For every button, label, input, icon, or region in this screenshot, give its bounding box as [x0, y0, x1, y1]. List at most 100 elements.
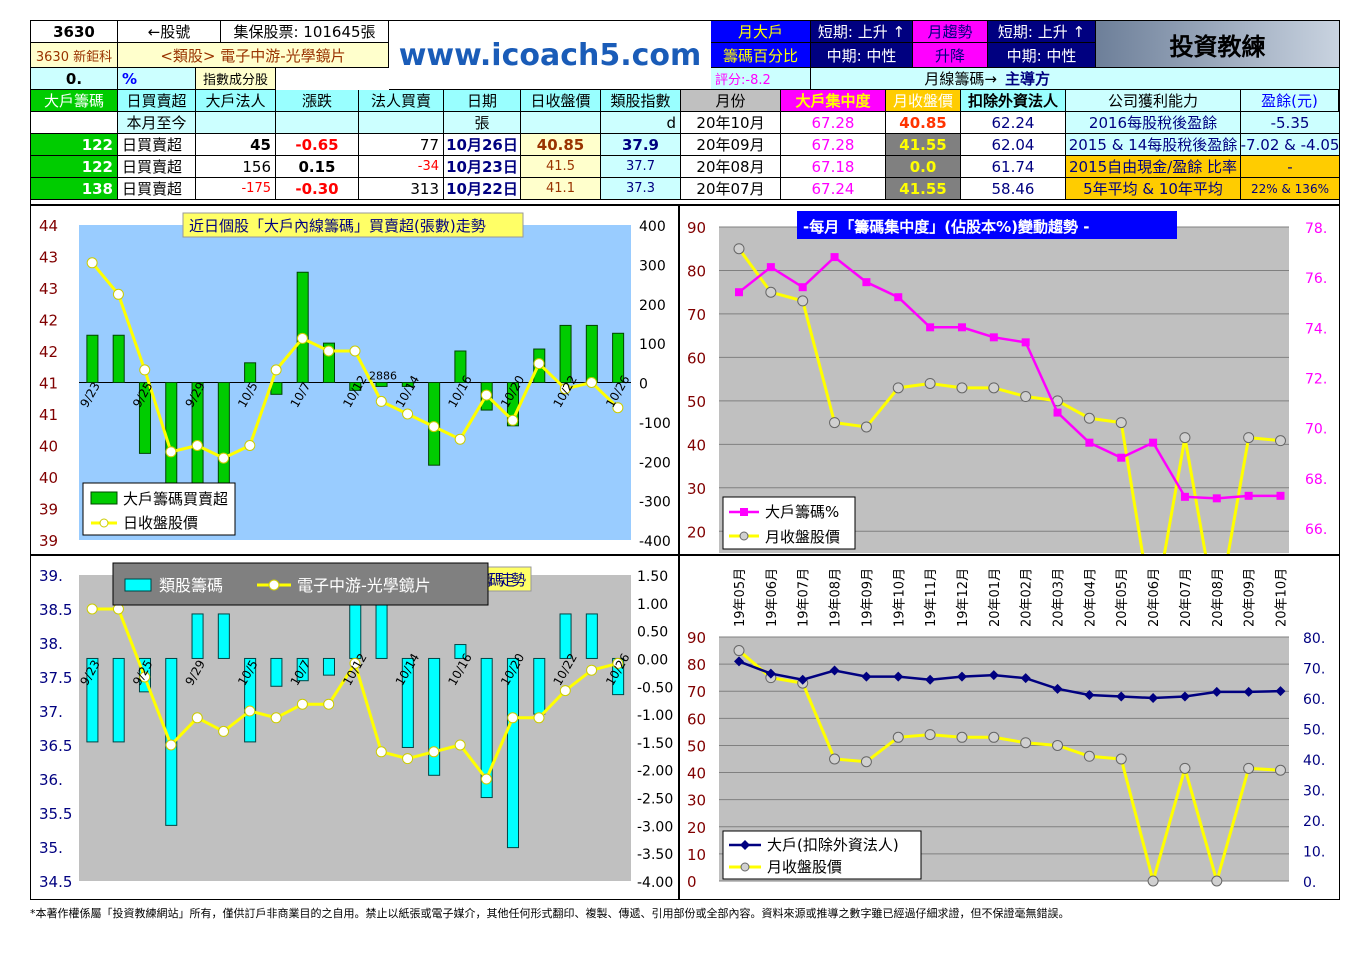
index-point: [296, 698, 308, 710]
sub-header: d: [601, 112, 681, 134]
y-left-tick: 50: [687, 737, 706, 755]
y-right-tick: 60.: [1303, 692, 1325, 708]
eps-value: -5.35: [1241, 112, 1339, 134]
bar: [270, 657, 283, 687]
index-point: [139, 671, 151, 683]
bar: [112, 657, 125, 743]
holder-value: 156: [196, 156, 276, 178]
y-left-tick: 30: [687, 792, 706, 810]
price-point: [375, 395, 387, 407]
y-left-tick: 50: [687, 393, 706, 411]
legend-marker: [740, 508, 748, 516]
price-point: [454, 433, 466, 445]
y-left-tick: 34.5: [39, 873, 72, 891]
close-value: 41.5: [521, 156, 601, 178]
y-left-tick: 35.5: [39, 805, 72, 823]
holder-point: [1243, 686, 1254, 697]
month-close-value: 41.55: [886, 178, 961, 200]
y-left-tick: 70: [687, 306, 706, 324]
y-right-tick: 1.00: [637, 597, 668, 613]
holder-point: [1052, 683, 1063, 694]
conc-point: [766, 263, 775, 272]
x-tick: 20年10月: [1275, 568, 1290, 627]
y-right-tick: 0: [639, 377, 648, 393]
price-point: [1275, 764, 1286, 776]
price-point: [956, 731, 968, 743]
bar: [349, 382, 362, 391]
index-point: [375, 746, 387, 758]
y-left-tick: 10: [687, 846, 706, 864]
y-right-tick: 200: [639, 298, 666, 314]
col-header: 月份: [681, 90, 781, 112]
price-point: [1275, 435, 1286, 447]
profit-label: 5年平均 & 10年平均: [1066, 178, 1241, 200]
bar: [112, 334, 125, 383]
index-point: [323, 698, 335, 710]
col-header: 月收盤價: [886, 90, 961, 112]
ex-foreign-value: 61.74: [961, 156, 1066, 178]
big-holder-label: 月大戶: [711, 21, 811, 43]
y-left-tick: 44: [39, 217, 58, 235]
index-value: 37.9: [601, 134, 681, 156]
index-point: [428, 746, 440, 758]
y-right-tick: -2.50: [637, 792, 673, 808]
month-close-value: 41.55: [886, 134, 961, 156]
y-right-tick: -400: [639, 534, 671, 550]
bar: [86, 657, 99, 743]
holder-point: [988, 670, 999, 681]
y-right-tick: 1.50: [637, 569, 668, 585]
bar: [612, 332, 625, 383]
y-left-tick: 43: [39, 249, 58, 267]
index-point: [244, 705, 256, 717]
index-value: 37.3: [601, 178, 681, 200]
conc-point: [798, 283, 807, 292]
bar: [585, 324, 598, 383]
change-value: 0.15: [276, 156, 359, 178]
conc-point: [1180, 492, 1189, 501]
y-left-tick: 41: [39, 375, 58, 393]
legend-label: 月收盤股價: [767, 858, 842, 876]
month-close-value: 0.0: [886, 156, 961, 178]
price-point: [139, 364, 151, 376]
price-point: [612, 402, 624, 414]
col-header: 日買賣超: [118, 90, 196, 112]
concentration-value: 67.18: [781, 156, 886, 178]
y-right-tick: -3.50: [637, 847, 673, 863]
conc-point: [1212, 494, 1221, 503]
col-header: 法人買賣: [359, 90, 444, 112]
price-point: [956, 382, 968, 394]
y-right-tick: -4.00: [637, 875, 673, 891]
x-tick: 20年02月: [1020, 568, 1035, 627]
inst-value: -34: [359, 156, 444, 178]
price-point: [765, 286, 777, 298]
y-left-tick: 20: [687, 819, 706, 837]
concentration-value: 67.28: [781, 112, 886, 134]
y-left-tick: 39: [39, 532, 58, 550]
conc-point: [1085, 438, 1094, 447]
y-left-tick: 0: [687, 873, 697, 891]
site-url[interactable]: www.icoach5.com: [389, 21, 711, 90]
bar: [244, 362, 257, 383]
legend-label: 類股籌碼: [159, 576, 223, 595]
price-point: [86, 257, 98, 269]
price-point: [1179, 432, 1191, 444]
y-left-tick: 80: [687, 262, 706, 280]
y-left-tick: 80: [687, 656, 706, 674]
price-point: [1083, 750, 1095, 762]
y-left-tick: 39.: [39, 567, 63, 585]
chart-daily-chip: 44 43 43 42 42 41 41 40 40 39 39 400 300 200 100 0 -100 -…: [30, 204, 680, 556]
bar: [138, 382, 151, 454]
x-tick: 20年04月: [1083, 568, 1098, 627]
y-right-tick: 76.: [1305, 271, 1327, 287]
price-point: [860, 421, 872, 433]
y-right-tick: 100: [639, 337, 666, 353]
index-point: [507, 712, 519, 724]
daily-type: 日買賣超: [118, 156, 196, 178]
holder-point: [1020, 673, 1031, 684]
chart-title: -每月「籌碼集中度」(佔股本%)變動趨勢 -: [803, 218, 1089, 236]
x-tick: 19年11月: [924, 568, 939, 627]
holder-point: [956, 671, 967, 682]
legend-marker: [740, 862, 750, 872]
y-left-tick: 42: [39, 343, 58, 361]
col-header: 漲跌: [276, 90, 359, 112]
